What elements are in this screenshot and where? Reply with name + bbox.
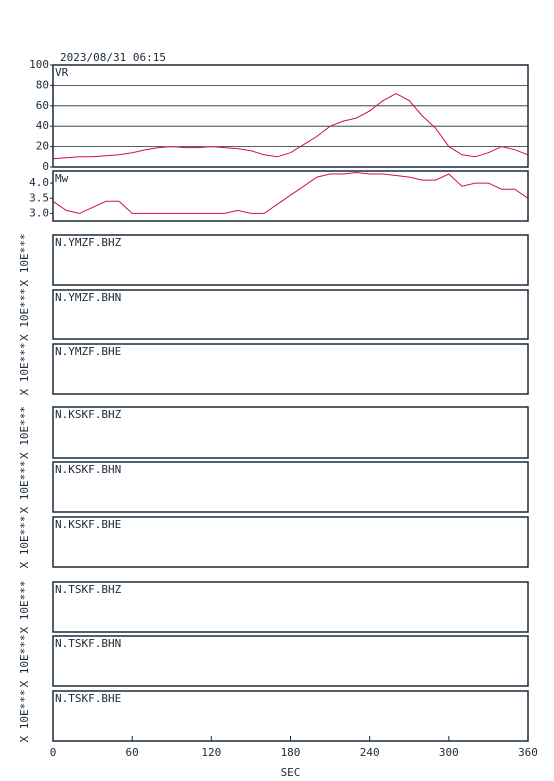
panel-label: Mw — [55, 172, 69, 185]
trace-label: N.KSKF.BHZ — [55, 408, 122, 421]
data-line — [52, 93, 529, 160]
x-tick-label: 360 — [518, 746, 538, 759]
trace-frame — [52, 516, 529, 568]
y-tick-label: 3.0 — [29, 206, 49, 219]
trace-label: N.KSKF.BHE — [55, 518, 121, 531]
trace-label: N.TSKF.BHN — [55, 637, 121, 650]
y-tick-label: 60 — [36, 99, 49, 112]
x-tick-label: 240 — [360, 746, 380, 759]
y-tick-label: 20 — [36, 140, 49, 153]
x-tick-label: 300 — [439, 746, 459, 759]
trace-label: N.YMZF.BHN — [55, 291, 121, 304]
trace-frame — [52, 690, 529, 742]
trace-frame — [52, 581, 529, 633]
x-tick-label: 60 — [126, 746, 139, 759]
scale-label: X 10E*** — [18, 343, 31, 396]
trace-label: N.TSKF.BHE — [55, 692, 121, 705]
trace-frame — [52, 289, 529, 340]
x-axis-label: SEC — [281, 766, 301, 779]
panel-frame — [52, 170, 529, 222]
y-tick-label: 100 — [29, 58, 49, 71]
trace-label: N.KSKF.BHN — [55, 463, 121, 476]
trace-label: N.YMZF.BHE — [55, 345, 121, 358]
x-tick-label: 120 — [201, 746, 221, 759]
trace-frame — [52, 406, 529, 459]
scale-label: X 10E*** — [18, 406, 31, 459]
x-tick-label: 0 — [50, 746, 57, 759]
trace-frame — [52, 343, 529, 395]
scale-label: X 10E*** — [18, 234, 31, 287]
y-tick-label: 80 — [36, 78, 49, 91]
x-tick-label: 180 — [281, 746, 301, 759]
scale-label: X 10E*** — [18, 635, 31, 688]
scale-label: X 10E*** — [18, 288, 31, 341]
y-tick-label: 3.5 — [29, 191, 49, 204]
trace-frame — [52, 234, 529, 286]
chart-title: 2023/08/31 06:15 — [60, 51, 166, 64]
panel-frame — [52, 64, 529, 168]
trace-label: N.YMZF.BHZ — [55, 236, 122, 249]
trace-frame — [52, 635, 529, 687]
trace-frame — [52, 461, 529, 513]
scale-label: X 10E*** — [18, 516, 31, 569]
y-tick-label: 40 — [36, 119, 49, 132]
trace-label: N.TSKF.BHZ — [55, 583, 122, 596]
panel-label: VR — [55, 66, 69, 79]
data-line — [52, 171, 529, 214]
y-tick-label: 4.0 — [29, 176, 49, 189]
y-tick-label: 0 — [42, 160, 49, 173]
scale-label: X 10E*** — [18, 690, 31, 743]
scale-label: X 10E*** — [18, 461, 31, 514]
scale-label: X 10E*** — [18, 581, 31, 634]
